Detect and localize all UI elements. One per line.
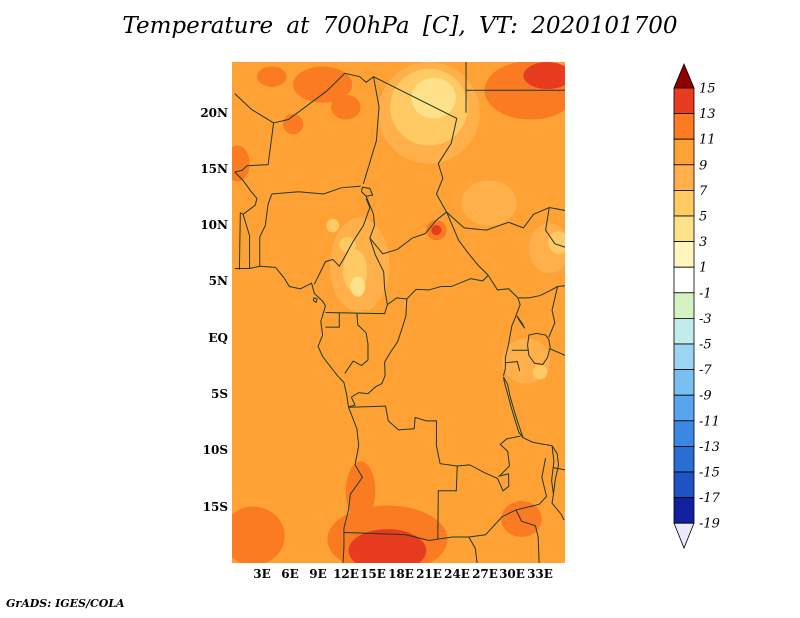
west-africa-borders bbox=[235, 62, 565, 284]
colorbar-segment bbox=[673, 445, 695, 473]
colorbar-label: 5 bbox=[699, 210, 707, 225]
colorbar-labels: 15 13 11 9 7 5 3 1 -1 -3 -5 -7 -9 -11 -1… bbox=[699, 82, 721, 532]
temp-contour-patch bbox=[461, 180, 517, 226]
lat-tick-label: 5S bbox=[210, 387, 228, 401]
temp-contour-patch bbox=[326, 218, 340, 233]
colorbar-segment bbox=[673, 317, 695, 345]
colorbar-segment bbox=[673, 113, 695, 140]
lon-tick-label: 6E bbox=[281, 567, 299, 581]
colorbar-label: 1 bbox=[699, 261, 707, 276]
plot-title: Temperature at 700hPa [C], VT: 202010170… bbox=[122, 13, 678, 39]
lake-outlines bbox=[313, 298, 558, 494]
lat-tick-label: 15N bbox=[200, 162, 228, 176]
colorbar-label: -5 bbox=[699, 338, 712, 353]
temp-contour-patch bbox=[431, 225, 442, 236]
lon-tick-label: 18E bbox=[388, 567, 414, 581]
temp-contour-patch bbox=[532, 365, 548, 380]
colorbar-swatches bbox=[673, 62, 695, 550]
temp-contour-patch bbox=[282, 113, 304, 135]
temp-contour-patch bbox=[367, 548, 417, 563]
temp-contour-patch bbox=[350, 276, 366, 297]
country-borders bbox=[235, 62, 565, 563]
lon-tick-label: 9E bbox=[309, 567, 327, 581]
colorbar-segment bbox=[673, 497, 695, 524]
colorbar-segment bbox=[673, 292, 695, 319]
lon-tick-label: 12E bbox=[333, 567, 359, 581]
colorbar-segment bbox=[673, 164, 695, 191]
central-africa-borders bbox=[325, 208, 565, 407]
colorbar-label: 9 bbox=[699, 158, 707, 173]
colorbar-over-arrow bbox=[673, 62, 695, 89]
grads-credit: GrADS: IGES/COLA bbox=[6, 597, 125, 610]
lat-tick-label: EQ bbox=[208, 331, 228, 345]
colorbar-label: -19 bbox=[699, 517, 720, 532]
lat-tick-label: 10N bbox=[200, 218, 228, 232]
lon-tick-label: 3E bbox=[253, 567, 271, 581]
colorbar-label: -15 bbox=[699, 466, 720, 481]
lat-tick-label: 15S bbox=[202, 500, 228, 514]
lon-tick-label: 21E bbox=[416, 567, 442, 581]
southern-africa-borders bbox=[344, 406, 565, 563]
colorbar-label: -3 bbox=[699, 312, 712, 327]
colorbar-label: 7 bbox=[699, 184, 708, 199]
colorbar-segment bbox=[673, 266, 695, 294]
lon-tick-label: 27E bbox=[472, 567, 498, 581]
colorbar-label: -9 bbox=[699, 389, 712, 404]
colorbar-segment bbox=[673, 241, 695, 268]
colorbar-segment bbox=[673, 87, 695, 115]
colorbar-segment bbox=[673, 215, 695, 243]
lat-tick-label: 5N bbox=[208, 274, 228, 288]
temp-contour-patch bbox=[339, 236, 356, 253]
colorbar: 15 13 11 9 7 5 3 1 -1 -3 -5 -7 -9 -11 -1… bbox=[673, 62, 721, 550]
colorbar-segment bbox=[673, 471, 695, 499]
colorbar-label: 11 bbox=[699, 133, 716, 148]
temp-contour-patch bbox=[330, 94, 361, 120]
lon-tick-label: 15E bbox=[360, 567, 386, 581]
colorbar-label: 15 bbox=[699, 82, 716, 97]
temperature-field bbox=[232, 62, 565, 563]
lon-tick-label: 33E bbox=[527, 567, 553, 581]
colorbar-label: -13 bbox=[699, 440, 720, 455]
temp-contour-patch bbox=[345, 461, 376, 521]
colorbar-label: -7 bbox=[699, 363, 712, 378]
coastline bbox=[235, 266, 363, 563]
lon-tick-label: 30E bbox=[499, 567, 525, 581]
temp-contour-patch bbox=[232, 506, 285, 563]
colorbar-label: -11 bbox=[699, 414, 720, 429]
colorbar-segment bbox=[673, 343, 695, 371]
temperature-map bbox=[232, 62, 565, 563]
colorbar-label: -17 bbox=[699, 491, 721, 506]
temp-contour-patch bbox=[232, 145, 250, 182]
lat-tick-label: 10S bbox=[202, 443, 228, 457]
colorbar-label: 3 bbox=[699, 235, 707, 250]
colorbar-segment bbox=[673, 420, 695, 447]
colorbar-under-arrow bbox=[673, 522, 695, 550]
temp-contour-patch bbox=[411, 77, 456, 119]
temp-contour-patch bbox=[523, 62, 565, 90]
colorbar-segment bbox=[673, 138, 695, 166]
temp-contour-patch bbox=[293, 66, 353, 103]
temp-contour-patch bbox=[501, 500, 542, 538]
colorbar-segment bbox=[673, 369, 695, 396]
east-africa-borders bbox=[488, 275, 565, 375]
colorbar-label: 13 bbox=[699, 107, 716, 122]
colorbar-label: -1 bbox=[699, 286, 712, 301]
colorbar-segment bbox=[673, 394, 695, 422]
colorbar-segment bbox=[673, 189, 695, 217]
temp-contour-patch bbox=[548, 231, 565, 254]
lon-tick-label: 24E bbox=[444, 567, 470, 581]
temp-contour-patch bbox=[256, 66, 287, 87]
lat-tick-label: 20N bbox=[200, 106, 228, 120]
